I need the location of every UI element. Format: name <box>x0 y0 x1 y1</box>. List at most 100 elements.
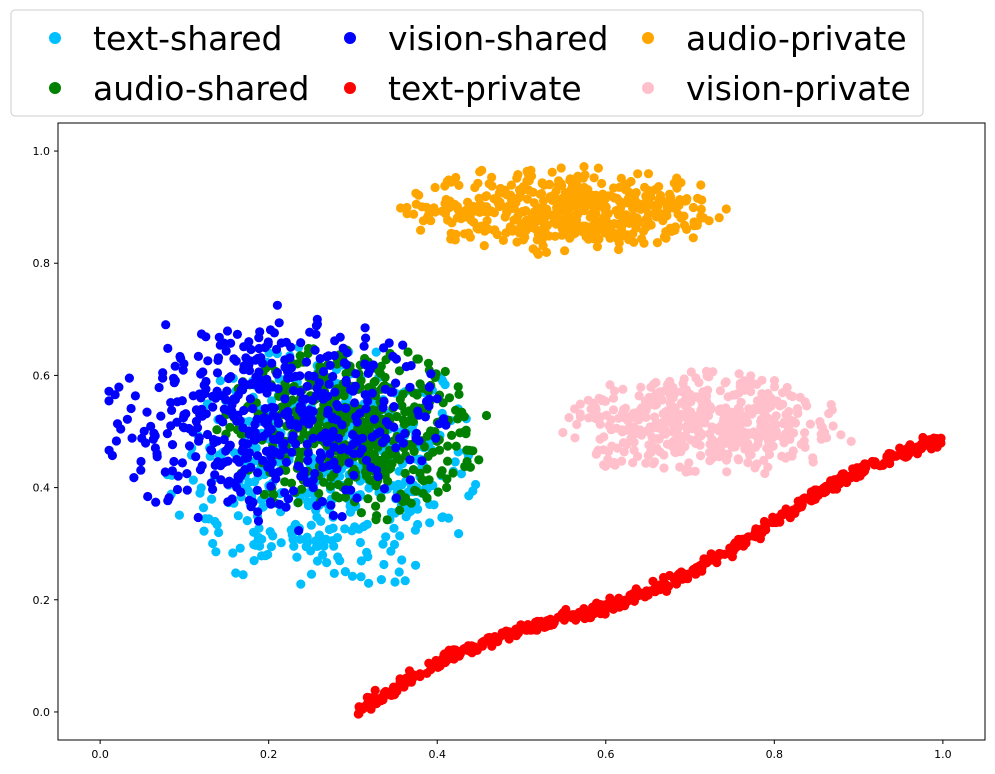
data-point <box>654 419 664 429</box>
data-point <box>643 450 653 461</box>
legend-item: vision-shared <box>344 19 609 58</box>
data-point <box>469 217 479 227</box>
data-point <box>696 180 706 190</box>
data-point <box>667 225 677 235</box>
data-point <box>114 382 124 392</box>
data-point <box>334 493 344 503</box>
data-point <box>366 704 376 714</box>
data-point <box>349 398 360 408</box>
data-point <box>417 202 427 212</box>
data-point <box>644 440 654 450</box>
data-point <box>565 174 575 184</box>
data-point <box>743 458 753 468</box>
data-point <box>589 173 599 183</box>
data-point <box>688 202 699 213</box>
data-point <box>821 433 832 443</box>
data-point <box>369 414 379 424</box>
data-point <box>446 228 456 238</box>
data-point <box>266 424 276 434</box>
data-point <box>535 189 545 199</box>
data-point <box>759 455 769 465</box>
data-point <box>606 415 616 425</box>
data-point <box>433 487 443 497</box>
data-point <box>752 379 762 389</box>
x-tick-label: 0.0 <box>91 748 109 761</box>
data-point <box>384 420 394 430</box>
data-point <box>595 434 605 444</box>
data-point <box>528 244 538 254</box>
data-point <box>267 382 277 392</box>
data-point <box>243 486 254 496</box>
data-point <box>218 417 228 427</box>
data-point <box>618 384 628 394</box>
data-point <box>318 550 328 560</box>
data-point <box>648 576 658 586</box>
data-point <box>781 409 791 420</box>
data-point <box>376 575 386 585</box>
data-point <box>389 690 400 700</box>
data-point <box>324 379 334 389</box>
data-point <box>696 204 706 214</box>
data-point <box>668 437 678 447</box>
data-point <box>291 439 301 449</box>
data-point <box>236 471 246 481</box>
data-point <box>222 326 233 336</box>
data-point <box>266 481 276 491</box>
data-point <box>475 223 485 233</box>
data-point <box>554 176 564 186</box>
data-point <box>328 426 338 436</box>
data-point <box>254 384 265 394</box>
data-point <box>474 455 484 465</box>
data-point <box>431 658 441 668</box>
data-point <box>554 207 564 217</box>
data-point <box>224 476 234 486</box>
data-point <box>137 433 147 443</box>
data-point <box>481 410 492 421</box>
data-point <box>156 411 166 421</box>
data-point <box>836 430 846 440</box>
data-point <box>643 219 654 229</box>
x-axis: 0.0 0.2 0.4 0.6 0.8 1.0 <box>91 740 952 761</box>
data-point <box>808 453 818 463</box>
data-point <box>720 410 731 420</box>
data-point <box>280 394 290 404</box>
data-point <box>212 425 222 435</box>
data-point <box>735 381 745 391</box>
data-point <box>326 500 336 510</box>
data-point <box>286 342 296 352</box>
data-point <box>785 418 795 429</box>
data-point <box>249 556 259 566</box>
data-point <box>611 597 621 608</box>
data-point <box>303 455 313 466</box>
data-point <box>337 511 347 522</box>
data-point <box>169 456 179 467</box>
data-point <box>303 497 313 507</box>
data-point <box>302 381 312 391</box>
data-point <box>468 486 478 496</box>
data-point <box>474 193 484 203</box>
y-tick-label: 0.8 <box>33 257 51 270</box>
data-point <box>299 416 309 426</box>
data-point <box>619 447 629 457</box>
data-point <box>242 453 253 463</box>
data-point <box>379 484 390 494</box>
data-point <box>746 386 756 397</box>
data-point <box>373 471 383 482</box>
data-point <box>631 188 641 198</box>
data-point <box>241 353 251 363</box>
data-point <box>652 238 663 248</box>
data-point <box>163 343 173 353</box>
data-point <box>777 432 787 442</box>
data-point <box>720 378 730 388</box>
data-point <box>395 505 405 515</box>
data-point <box>223 497 233 507</box>
data-point <box>605 380 615 390</box>
data-point <box>314 530 324 540</box>
data-point <box>762 432 772 442</box>
data-point <box>275 431 285 441</box>
data-point <box>349 470 359 480</box>
data-point <box>212 436 223 446</box>
data-point <box>618 438 629 448</box>
data-point <box>332 359 342 369</box>
data-point <box>288 431 298 441</box>
